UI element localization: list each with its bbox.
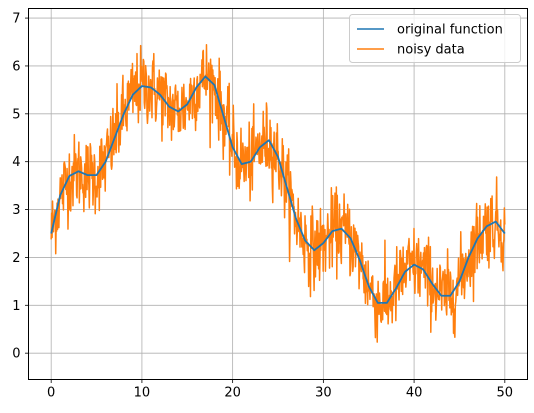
y-tick-label: 6: [12, 59, 20, 74]
legend-box: [349, 14, 521, 63]
x-tick-label: 40: [406, 386, 423, 401]
noisy-data-line: [50, 44, 506, 343]
x-tick-label: 50: [497, 386, 514, 401]
legend-label-noisy-data: noisy data: [397, 43, 465, 58]
original-function-line: [50, 75, 506, 304]
series-layer: [50, 44, 506, 343]
x-tick-label: 10: [134, 386, 151, 401]
y-tick-label: 0: [12, 347, 20, 362]
y-tick-label: 4: [12, 155, 20, 170]
x-tick-label: 0: [47, 386, 55, 401]
plot-frame: [28, 8, 528, 380]
legend-label-original-function: original function: [397, 23, 503, 38]
y-tick-label: 3: [12, 203, 20, 218]
legend: original function noisy data: [349, 14, 521, 63]
axis-ticks: 0 10 20 30 40 50 0 1 2 3 4 5 6 7: [12, 12, 513, 401]
x-tick-label: 20: [224, 386, 241, 401]
y-tick-label: 7: [12, 12, 20, 27]
y-tick-label: 5: [12, 107, 20, 122]
y-tick-label: 1: [12, 299, 20, 314]
x-tick-label: 30: [315, 386, 332, 401]
y-tick-label: 2: [12, 251, 20, 266]
